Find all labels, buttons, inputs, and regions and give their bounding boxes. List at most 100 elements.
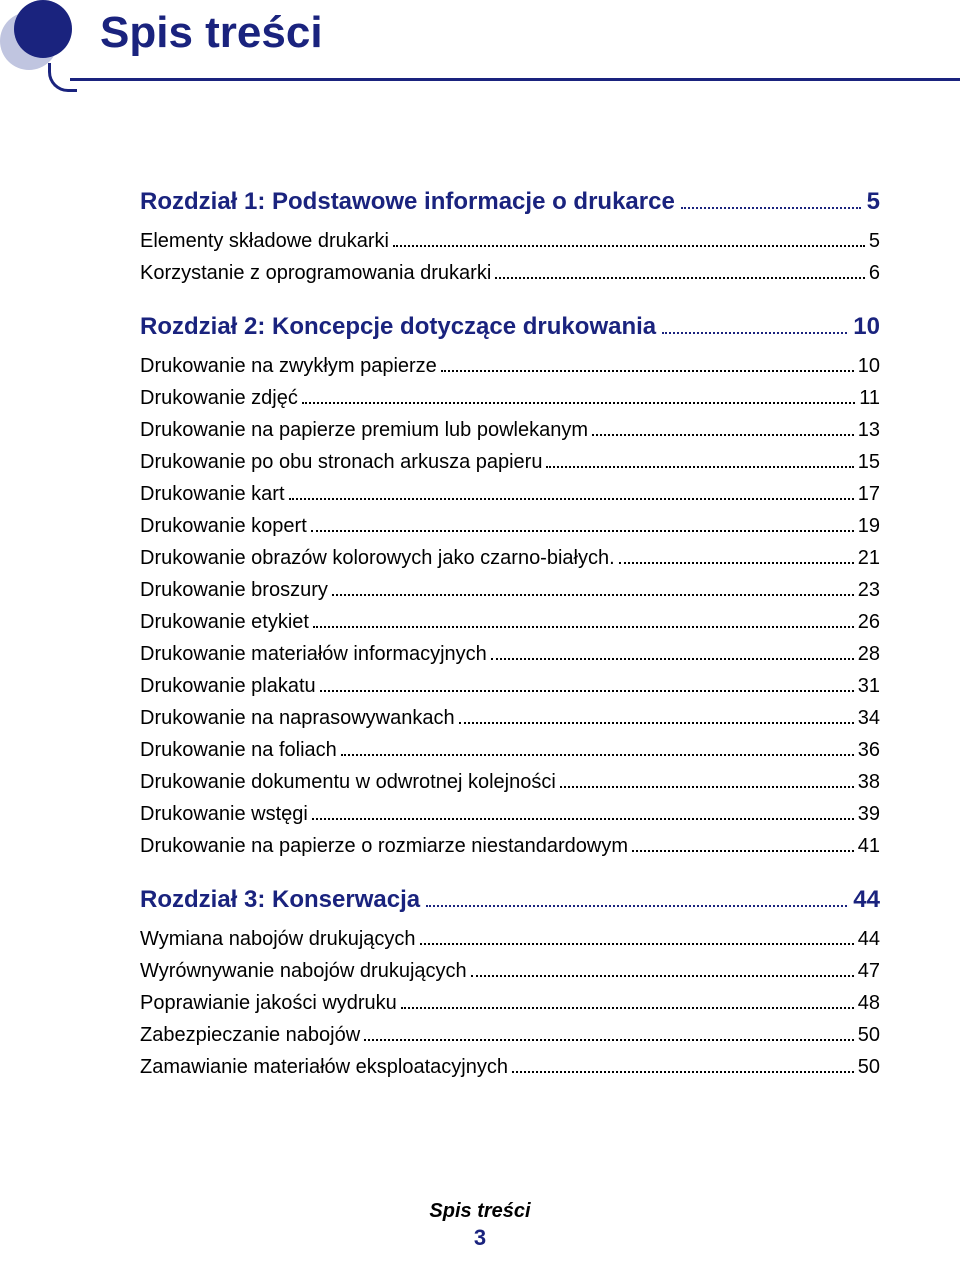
header-underline bbox=[70, 78, 960, 81]
toc-entry-page: 44 bbox=[858, 928, 880, 951]
toc-entry[interactable]: Drukowanie na foliach 36 bbox=[140, 739, 880, 762]
toc-entry[interactable]: Poprawianie jakości wydruku48 bbox=[140, 992, 880, 1015]
toc-chapter[interactable]: Rozdział 2: Koncepcje dotyczące drukowan… bbox=[140, 313, 880, 341]
toc-entry[interactable]: Drukowanie na naprasowywankach 34 bbox=[140, 707, 880, 730]
dot-leader bbox=[401, 1007, 854, 1009]
dot-leader bbox=[426, 905, 847, 907]
toc-entry[interactable]: Elementy składowe drukarki 5 bbox=[140, 230, 880, 253]
dot-leader bbox=[320, 690, 854, 692]
page: Spis treści Rozdział 1: Podstawowe infor… bbox=[0, 0, 960, 1275]
toc-entry-label: Zamawianie materiałów eksploatacyjnych bbox=[140, 1056, 510, 1079]
toc-entry[interactable]: Wyrównywanie nabojów drukujących 47 bbox=[140, 960, 880, 983]
toc-entry-page: 11 bbox=[859, 387, 880, 410]
toc-entry-label: Drukowanie po obu stronach arkusza papie… bbox=[140, 451, 544, 474]
dot-leader bbox=[313, 626, 854, 628]
toc-entry-page: 31 bbox=[858, 675, 880, 698]
toc-entry-label: Drukowanie kopert bbox=[140, 515, 309, 538]
toc-entry[interactable]: Zamawianie materiałów eksploatacyjnych 50 bbox=[140, 1056, 880, 1079]
header: Spis treści bbox=[0, 0, 960, 120]
toc-entry[interactable]: Drukowanie plakatu 31 bbox=[140, 675, 880, 698]
toc-entry[interactable]: Drukowanie kopert 19 bbox=[140, 515, 880, 538]
footer-title: Spis treści bbox=[0, 1200, 960, 1223]
toc-entry[interactable]: Drukowanie etykiet26 bbox=[140, 611, 880, 634]
dot-leader bbox=[681, 207, 861, 209]
dot-leader bbox=[311, 530, 854, 532]
toc-entry-page: 6 bbox=[869, 262, 880, 285]
toc-entry[interactable]: Drukowanie materiałów informacyjnych 28 bbox=[140, 643, 880, 666]
dot-leader bbox=[459, 722, 854, 724]
dot-leader bbox=[546, 466, 853, 468]
toc-entry-label: Korzystanie z oprogramowania drukarki bbox=[140, 262, 493, 285]
toc-entry-page: 36 bbox=[858, 739, 880, 762]
toc-entry-page: 39 bbox=[858, 803, 880, 826]
toc-entry-label: Elementy składowe drukarki bbox=[140, 230, 391, 253]
dot-leader bbox=[662, 332, 847, 334]
dot-leader bbox=[560, 786, 854, 788]
toc-entry-label: Drukowanie obrazów kolorowych jako czarn… bbox=[140, 547, 617, 570]
toc-entry-page: 47 bbox=[858, 960, 880, 983]
toc-entry-label: Zabezpieczanie nabojów bbox=[140, 1024, 362, 1047]
dot-leader bbox=[592, 434, 854, 436]
toc-chapter-page: 5 bbox=[867, 188, 880, 216]
toc-entry[interactable]: Drukowanie dokumentu w odwrotnej kolejno… bbox=[140, 771, 880, 794]
dot-leader bbox=[512, 1071, 854, 1073]
page-title: Spis treści bbox=[100, 8, 323, 58]
toc-entry[interactable]: Drukowanie obrazów kolorowych jako czarn… bbox=[140, 547, 880, 570]
toc-entry[interactable]: Drukowanie kart 17 bbox=[140, 483, 880, 506]
toc-entry[interactable]: Drukowanie broszury23 bbox=[140, 579, 880, 602]
dot-leader bbox=[341, 754, 854, 756]
dot-leader bbox=[495, 277, 865, 279]
toc-entry-page: 50 bbox=[858, 1056, 880, 1079]
toc-entry-label: Drukowanie plakatu bbox=[140, 675, 318, 698]
toc-entry[interactable]: Drukowanie na papierze o rozmiarze niest… bbox=[140, 835, 880, 858]
toc-entry-page: 17 bbox=[858, 483, 880, 506]
toc-entry-page: 34 bbox=[858, 707, 880, 730]
toc-entry[interactable]: Drukowanie na zwykłym papierze 10 bbox=[140, 355, 880, 378]
dot-leader bbox=[332, 594, 854, 596]
toc-entry[interactable]: Wymiana nabojów drukujących44 bbox=[140, 928, 880, 951]
toc-entry-page: 38 bbox=[858, 771, 880, 794]
toc-entry-label: Drukowanie na foliach bbox=[140, 739, 339, 762]
toc-content: Rozdział 1: Podstawowe informacje o druk… bbox=[0, 120, 960, 1079]
toc-entry[interactable]: Drukowanie po obu stronach arkusza papie… bbox=[140, 451, 880, 474]
dot-leader bbox=[632, 850, 854, 852]
toc-entry[interactable]: Drukowanie wstęgi39 bbox=[140, 803, 880, 826]
footer: Spis treści 3 bbox=[0, 1200, 960, 1251]
dot-leader bbox=[471, 975, 854, 977]
toc-entry-label: Drukowanie na zwykłym papierze bbox=[140, 355, 439, 378]
toc-entry-page: 5 bbox=[869, 230, 880, 253]
toc-entry-page: 23 bbox=[858, 579, 880, 602]
toc-entry[interactable]: Korzystanie z oprogramowania drukarki 6 bbox=[140, 262, 880, 285]
dot-leader bbox=[312, 818, 854, 820]
toc-chapter-page: 44 bbox=[853, 886, 880, 914]
toc-chapter[interactable]: Rozdział 1: Podstawowe informacje o druk… bbox=[140, 188, 880, 216]
toc-entry-page: 28 bbox=[858, 643, 880, 666]
bullet-front-circle bbox=[14, 0, 72, 58]
toc-entry-label: Drukowanie zdjęć bbox=[140, 387, 300, 410]
toc-entry[interactable]: Drukowanie zdjęć 11 bbox=[140, 387, 880, 410]
toc-entry-label: Drukowanie dokumentu w odwrotnej kolejno… bbox=[140, 771, 558, 794]
dot-leader bbox=[393, 245, 865, 247]
toc-entry-page: 19 bbox=[858, 515, 880, 538]
toc-entry-label: Drukowanie materiałów informacyjnych bbox=[140, 643, 489, 666]
toc-entry-label: Wyrównywanie nabojów drukujących bbox=[140, 960, 469, 983]
dot-leader bbox=[289, 498, 854, 500]
toc-chapter-label: Rozdział 1: Podstawowe informacje o druk… bbox=[140, 188, 675, 216]
toc-entry-page: 26 bbox=[858, 611, 880, 634]
dot-leader bbox=[302, 402, 855, 404]
toc-entry-label: Drukowanie kart bbox=[140, 483, 287, 506]
toc-chapter-label: Rozdział 2: Koncepcje dotyczące drukowan… bbox=[140, 313, 656, 341]
toc-entry-label: Drukowanie na naprasowywankach bbox=[140, 707, 457, 730]
toc-entry[interactable]: Drukowanie na papierze premium lub powle… bbox=[140, 419, 880, 442]
dot-leader bbox=[364, 1039, 854, 1041]
dot-leader bbox=[619, 562, 854, 564]
toc-entry-page: 21 bbox=[858, 547, 880, 570]
toc-chapter[interactable]: Rozdział 3: Konserwacja 44 bbox=[140, 886, 880, 914]
toc-chapter-label: Rozdział 3: Konserwacja bbox=[140, 886, 420, 914]
toc-entry-page: 10 bbox=[858, 355, 880, 378]
dot-leader bbox=[420, 943, 854, 945]
toc-entry[interactable]: Zabezpieczanie nabojów 50 bbox=[140, 1024, 880, 1047]
toc-entry-page: 41 bbox=[858, 835, 880, 858]
dot-leader bbox=[491, 658, 854, 660]
toc-entry-page: 50 bbox=[858, 1024, 880, 1047]
